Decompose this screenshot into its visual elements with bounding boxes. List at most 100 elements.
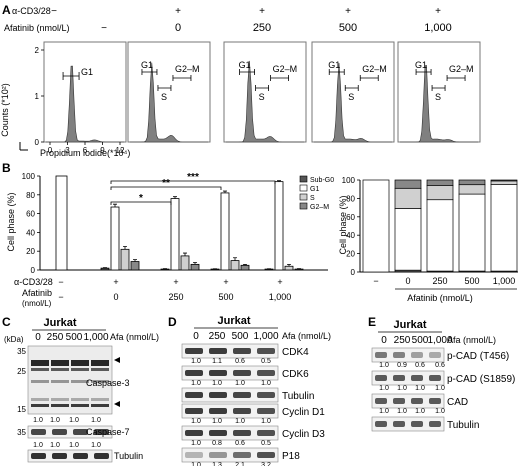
cd3-value: − — [51, 6, 57, 17]
gate-g2m-label: G2–M — [175, 64, 200, 74]
quant-value: 1.0 — [191, 380, 201, 387]
panel-c-kda: (kDa) — [4, 335, 24, 344]
error-bar — [133, 259, 137, 262]
stacked-x-label: − — [373, 276, 378, 286]
panel-e-blot-band — [429, 421, 441, 427]
gate-s — [431, 85, 446, 91]
quant-value: 1.0 — [235, 380, 245, 387]
afa-value: − — [58, 292, 63, 302]
histogram-frame — [397, 41, 481, 143]
gate-s — [157, 85, 172, 91]
quant-value: 1.0 — [397, 408, 407, 415]
legend-label: Sub-G0 — [310, 177, 334, 184]
bar-G1 — [274, 181, 284, 271]
panel-a-y-label: Counts (*10²) — [0, 83, 10, 137]
panel-d-blot-band — [257, 452, 275, 458]
significance-star: *** — [187, 172, 199, 183]
panel-b-cd3-label: α-CD3/28 — [14, 277, 53, 287]
caspase7-blot-band — [31, 429, 46, 435]
panel-d-blot-band — [185, 392, 203, 398]
caspase3-band — [51, 398, 69, 401]
stacked-x-labels: − 0 250 500 1,000 — [373, 276, 517, 290]
stacked-seg-G2–M — [394, 179, 422, 189]
y-tick-label: 0 — [31, 266, 36, 275]
panel-d-row-label: CDK4 — [282, 347, 309, 358]
quant-value: 1.0 — [415, 408, 425, 415]
bar-G1 — [220, 192, 230, 271]
caspase3-band — [31, 398, 49, 401]
gate-s-label: S — [259, 92, 265, 102]
panel-e-afa: Afa (nmol/L) — [447, 335, 496, 345]
gate-g2m — [446, 75, 466, 81]
y-tick-label: 20 — [26, 247, 35, 256]
panel-d-blot-band — [257, 348, 275, 354]
significance-bracket — [110, 180, 276, 184]
quant-value: 1.0 — [435, 408, 445, 415]
legend-swatch — [299, 193, 308, 201]
caspase3-band — [51, 380, 69, 383]
bar-Sub-G0 — [210, 268, 220, 271]
panel-e-row-label: CAD — [447, 397, 468, 408]
y-tick-label: 100 — [22, 172, 36, 181]
stacked-seg-S — [458, 184, 486, 195]
y-tick-label: 0 — [35, 138, 40, 147]
panel-d-blot-band — [233, 430, 251, 436]
x-tick-label: 12 — [116, 146, 125, 155]
cd3-value: + — [173, 277, 178, 287]
panel-d-blot-frame — [181, 387, 279, 403]
bar-S — [284, 265, 294, 271]
panel-d-blot-band — [209, 430, 227, 436]
panel-e-blot-band — [411, 352, 423, 358]
panel-d-lane: 500 — [232, 331, 249, 342]
panel-e-blot-band — [411, 421, 423, 427]
quant-value: 1.0 — [191, 418, 201, 425]
stacked-y-tick-label: 60 — [346, 213, 355, 222]
stacked-x-label: 0 — [405, 276, 410, 286]
panel-d-blot-band — [257, 430, 275, 436]
panel-d-blot-band — [209, 408, 227, 414]
panel-d-label: D — [168, 315, 177, 329]
panel-d-lane: 0 — [193, 331, 199, 342]
histogram-curve — [314, 62, 392, 143]
bar-S — [180, 255, 190, 271]
caspase7-blot-band — [73, 429, 88, 435]
histogram-curve — [226, 60, 304, 143]
stacked-y-tick-label: 80 — [346, 194, 355, 203]
caspase7-blot-frame — [27, 425, 113, 439]
bar-S — [120, 248, 130, 271]
x-tick-label: 3 — [65, 146, 70, 155]
y-tick-label: 40 — [26, 228, 35, 237]
caspase3-band — [71, 398, 89, 401]
panel-e-lane: 500 — [412, 335, 429, 346]
afa-value: 500 — [218, 292, 233, 302]
tubulin-c-blot-band — [31, 453, 46, 459]
cd3-value: + — [277, 277, 282, 287]
caspase3-band — [91, 380, 109, 383]
stacked-seg-G1 — [490, 184, 518, 272]
tubulin-c-blot-band — [94, 453, 109, 459]
caspase7-label: Caspase-7 — [86, 427, 130, 437]
bar-G1 — [170, 198, 180, 271]
quant-value: 1.0 — [261, 380, 271, 387]
panel-e-lane: 0 — [381, 335, 387, 346]
panel-c-title: Jurkat — [43, 317, 76, 329]
legend-label: S — [310, 195, 315, 202]
mw-35: 35 — [17, 347, 26, 356]
gate-s-label: S — [435, 92, 441, 102]
quant-value: 1.0 — [33, 442, 43, 449]
panel-c-afa: Afa (nmol/L) — [110, 332, 159, 342]
quant-value: 1.0 — [191, 440, 201, 447]
panel-b-legend: Sub-G0 G1 S G2–M — [299, 175, 334, 211]
error-bar — [183, 252, 187, 256]
error-bar — [193, 262, 197, 265]
x-tick-label: 6 — [83, 146, 88, 155]
panel-d-blot-band — [185, 430, 203, 436]
quant-value: 3.2 — [261, 462, 271, 466]
stacked-seg-G2–M — [426, 179, 454, 186]
caspase7-blot-band — [52, 429, 67, 435]
panel-c-lane: 250 — [47, 332, 64, 343]
afa-value: 500 — [339, 22, 357, 34]
panel-d-row-label: Tubulin — [282, 391, 314, 402]
panel-e-lane: 1,000 — [427, 335, 452, 346]
quant-value: 1.0 — [435, 385, 445, 392]
